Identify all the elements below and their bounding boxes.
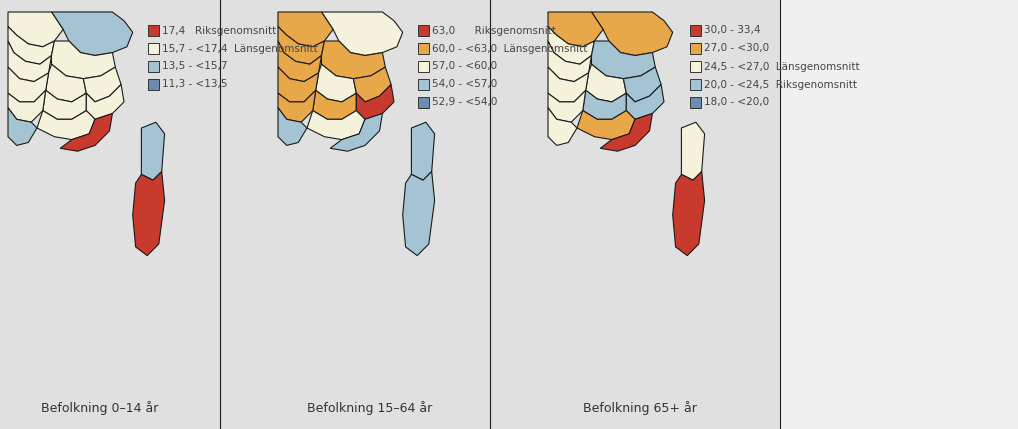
- Text: 63,0      Riksgenomsnitt: 63,0 Riksgenomsnitt: [432, 25, 556, 36]
- Polygon shape: [591, 12, 673, 55]
- Bar: [148, 79, 159, 90]
- Polygon shape: [353, 67, 391, 102]
- Polygon shape: [313, 90, 356, 119]
- Text: 60,0 - <63,0  Länsgenomsnitt: 60,0 - <63,0 Länsgenomsnitt: [432, 43, 587, 54]
- Polygon shape: [322, 41, 385, 79]
- Polygon shape: [8, 90, 46, 122]
- Polygon shape: [0, 0, 240, 429]
- Polygon shape: [278, 27, 325, 64]
- Polygon shape: [623, 67, 661, 102]
- Text: 30,0 - 33,4: 30,0 - 33,4: [704, 25, 760, 36]
- Text: 27,0 - <30,0: 27,0 - <30,0: [704, 43, 770, 54]
- Polygon shape: [43, 90, 87, 119]
- Text: 15,7 - <17,4  Länsgenomsnitt: 15,7 - <17,4 Länsgenomsnitt: [162, 43, 318, 54]
- Bar: [690, 43, 701, 54]
- Polygon shape: [582, 90, 626, 119]
- Polygon shape: [548, 108, 577, 145]
- Polygon shape: [278, 67, 319, 102]
- Text: 11,3 - <13,5: 11,3 - <13,5: [162, 79, 227, 90]
- Polygon shape: [87, 85, 124, 119]
- Polygon shape: [60, 114, 112, 151]
- Bar: [148, 43, 159, 54]
- Text: 24,5 - <27,0  Länsgenomsnitt: 24,5 - <27,0 Länsgenomsnitt: [704, 61, 859, 72]
- Polygon shape: [83, 67, 121, 102]
- Polygon shape: [278, 12, 333, 47]
- Polygon shape: [52, 12, 132, 55]
- Polygon shape: [8, 67, 49, 102]
- Polygon shape: [220, 0, 510, 429]
- Polygon shape: [8, 41, 52, 82]
- Polygon shape: [411, 122, 435, 180]
- Polygon shape: [278, 90, 316, 122]
- Polygon shape: [132, 172, 165, 256]
- Text: 54,0 - <57,0: 54,0 - <57,0: [432, 79, 497, 90]
- Bar: [418, 79, 429, 90]
- Bar: [690, 25, 701, 36]
- Text: Befolkning 65+ år: Befolkning 65+ år: [583, 401, 697, 415]
- Text: Befolkning 0–14 år: Befolkning 0–14 år: [42, 401, 159, 415]
- Polygon shape: [548, 67, 588, 102]
- Text: 17,4   Riksgenomsnitt: 17,4 Riksgenomsnitt: [162, 25, 276, 36]
- Bar: [418, 61, 429, 72]
- Polygon shape: [37, 111, 95, 139]
- Polygon shape: [490, 0, 780, 429]
- Polygon shape: [591, 41, 656, 79]
- Bar: [418, 97, 429, 108]
- Polygon shape: [8, 12, 63, 47]
- Bar: [148, 61, 159, 72]
- Bar: [418, 43, 429, 54]
- Text: 52,9 - <54,0: 52,9 - <54,0: [432, 97, 498, 108]
- Polygon shape: [577, 111, 635, 139]
- Polygon shape: [142, 122, 165, 180]
- Polygon shape: [356, 85, 394, 119]
- Polygon shape: [8, 108, 37, 145]
- Polygon shape: [278, 41, 322, 82]
- Polygon shape: [8, 27, 54, 64]
- Polygon shape: [316, 64, 356, 102]
- Polygon shape: [548, 27, 595, 64]
- Polygon shape: [52, 41, 115, 79]
- Bar: [690, 79, 701, 90]
- Polygon shape: [548, 12, 603, 47]
- Polygon shape: [278, 108, 307, 145]
- Polygon shape: [307, 111, 365, 139]
- Text: 20,0 - <24,5  Riksgenomsnitt: 20,0 - <24,5 Riksgenomsnitt: [704, 79, 857, 90]
- Text: Befolkning 15–64 år: Befolkning 15–64 år: [307, 401, 433, 415]
- Bar: [148, 25, 159, 36]
- Bar: [418, 25, 429, 36]
- Polygon shape: [626, 85, 664, 119]
- Polygon shape: [46, 64, 87, 102]
- Polygon shape: [548, 90, 585, 122]
- Text: 18,0 - <20,0: 18,0 - <20,0: [704, 97, 770, 108]
- Polygon shape: [403, 172, 435, 256]
- Polygon shape: [601, 114, 653, 151]
- Polygon shape: [673, 172, 704, 256]
- Polygon shape: [322, 12, 403, 55]
- Polygon shape: [681, 122, 704, 180]
- Text: 13,5 - <15,7: 13,5 - <15,7: [162, 61, 227, 72]
- Polygon shape: [330, 114, 383, 151]
- Bar: [690, 61, 701, 72]
- Text: 57,0 - <60,0: 57,0 - <60,0: [432, 61, 497, 72]
- Polygon shape: [548, 41, 591, 82]
- Bar: [690, 97, 701, 108]
- Polygon shape: [585, 64, 626, 102]
